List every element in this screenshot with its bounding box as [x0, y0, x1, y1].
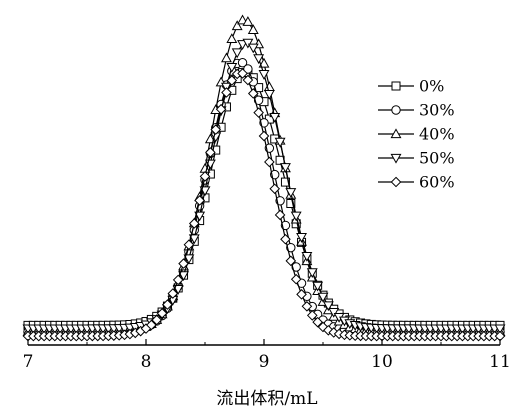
- data-point: [247, 43, 259, 54]
- x-axis-label: 流出体积/mL: [216, 389, 317, 409]
- legend-item: 30%: [378, 101, 455, 120]
- data-point: [167, 288, 179, 299]
- data-point: [253, 54, 265, 65]
- data-point: [253, 107, 264, 118]
- data-point: [231, 48, 243, 59]
- data-point: [247, 24, 259, 35]
- legend-item: 0%: [378, 77, 444, 96]
- data-point: [226, 75, 238, 86]
- data-point: [291, 262, 301, 272]
- x-tick-label: 7: [23, 352, 34, 372]
- data-point: [285, 255, 297, 267]
- legend-marker: [391, 105, 401, 115]
- data-point: [264, 156, 275, 168]
- data-point: [242, 16, 254, 26]
- data-point: [178, 271, 189, 282]
- data-point: [243, 64, 253, 74]
- x-tick-label: 8: [141, 352, 152, 372]
- data-point: [285, 188, 297, 198]
- data-point: [258, 130, 270, 142]
- legend-marker: [390, 153, 402, 164]
- data-point: [296, 289, 307, 300]
- data-point: [194, 195, 205, 206]
- legend-label: 0%: [419, 77, 444, 96]
- legend-label: 50%: [419, 149, 455, 168]
- x-tick-label: 11: [489, 352, 511, 372]
- data-point: [221, 52, 232, 63]
- legend: 0% 30% 40% 50% 60%: [378, 77, 455, 192]
- data-point: [280, 163, 291, 173]
- data-point: [301, 251, 313, 262]
- legend-item: 40%: [378, 125, 455, 144]
- data-point: [253, 95, 264, 105]
- legend-marker: [391, 81, 401, 91]
- data-point: [290, 211, 302, 222]
- data-point: [172, 285, 184, 295]
- data-point: [312, 316, 323, 328]
- data-point: [306, 310, 318, 321]
- data-point: [269, 112, 281, 123]
- data-point: [199, 171, 211, 182]
- data-point: [183, 239, 195, 251]
- data-point: [226, 62, 238, 73]
- legend-item: 50%: [378, 149, 455, 168]
- data-point: [280, 177, 290, 187]
- data-point: [286, 198, 296, 208]
- data-point: [317, 292, 329, 303]
- legend-label: 40%: [419, 125, 455, 144]
- data-point: [183, 254, 195, 265]
- data-point: [231, 20, 243, 31]
- data-point: [221, 87, 232, 98]
- data-point: [210, 124, 222, 135]
- data-point: [178, 258, 189, 269]
- data-point: [188, 234, 200, 245]
- data-point: [226, 33, 238, 44]
- data-point: [280, 233, 291, 245]
- data-point: [156, 308, 168, 319]
- data-point: [269, 183, 281, 195]
- data-point: [194, 211, 206, 222]
- data-point: [237, 68, 248, 79]
- data-point: [172, 274, 184, 286]
- data-point: [494, 324, 506, 335]
- data-point: [306, 268, 318, 279]
- series-50pct: [22, 38, 506, 335]
- legend-label: 30%: [419, 101, 455, 120]
- data-point: [296, 233, 307, 243]
- data-point: [258, 70, 270, 80]
- plot-series-layer: [22, 14, 506, 342]
- data-point: [151, 314, 163, 326]
- legend-item: 60%: [378, 173, 455, 192]
- data-point: [242, 38, 254, 49]
- data-point: [274, 209, 286, 221]
- x-tick-label: 10: [371, 352, 393, 372]
- data-point: [205, 147, 216, 158]
- data-point: [301, 301, 313, 312]
- data-point: [162, 299, 173, 310]
- data-point: [258, 57, 270, 68]
- data-point: [323, 324, 334, 336]
- series-60pct: [22, 68, 506, 342]
- data-point: [146, 319, 157, 331]
- data-point: [312, 281, 324, 292]
- data-point: [237, 57, 248, 68]
- legend-marker: [390, 176, 402, 188]
- data-point: [328, 308, 340, 318]
- data-point: [215, 103, 227, 115]
- data-point: [286, 242, 296, 253]
- data-point: [263, 89, 275, 100]
- data-point: [274, 137, 286, 148]
- legend-marker: [390, 128, 402, 139]
- data-point: [290, 273, 302, 285]
- legend-label: 60%: [419, 173, 455, 192]
- x-axis: 7 8 9 10 11: [23, 339, 511, 372]
- data-point: [188, 218, 200, 229]
- x-tick-label: 9: [259, 352, 270, 372]
- data-point: [247, 88, 259, 99]
- data-point: [322, 301, 334, 312]
- data-point: [242, 74, 254, 86]
